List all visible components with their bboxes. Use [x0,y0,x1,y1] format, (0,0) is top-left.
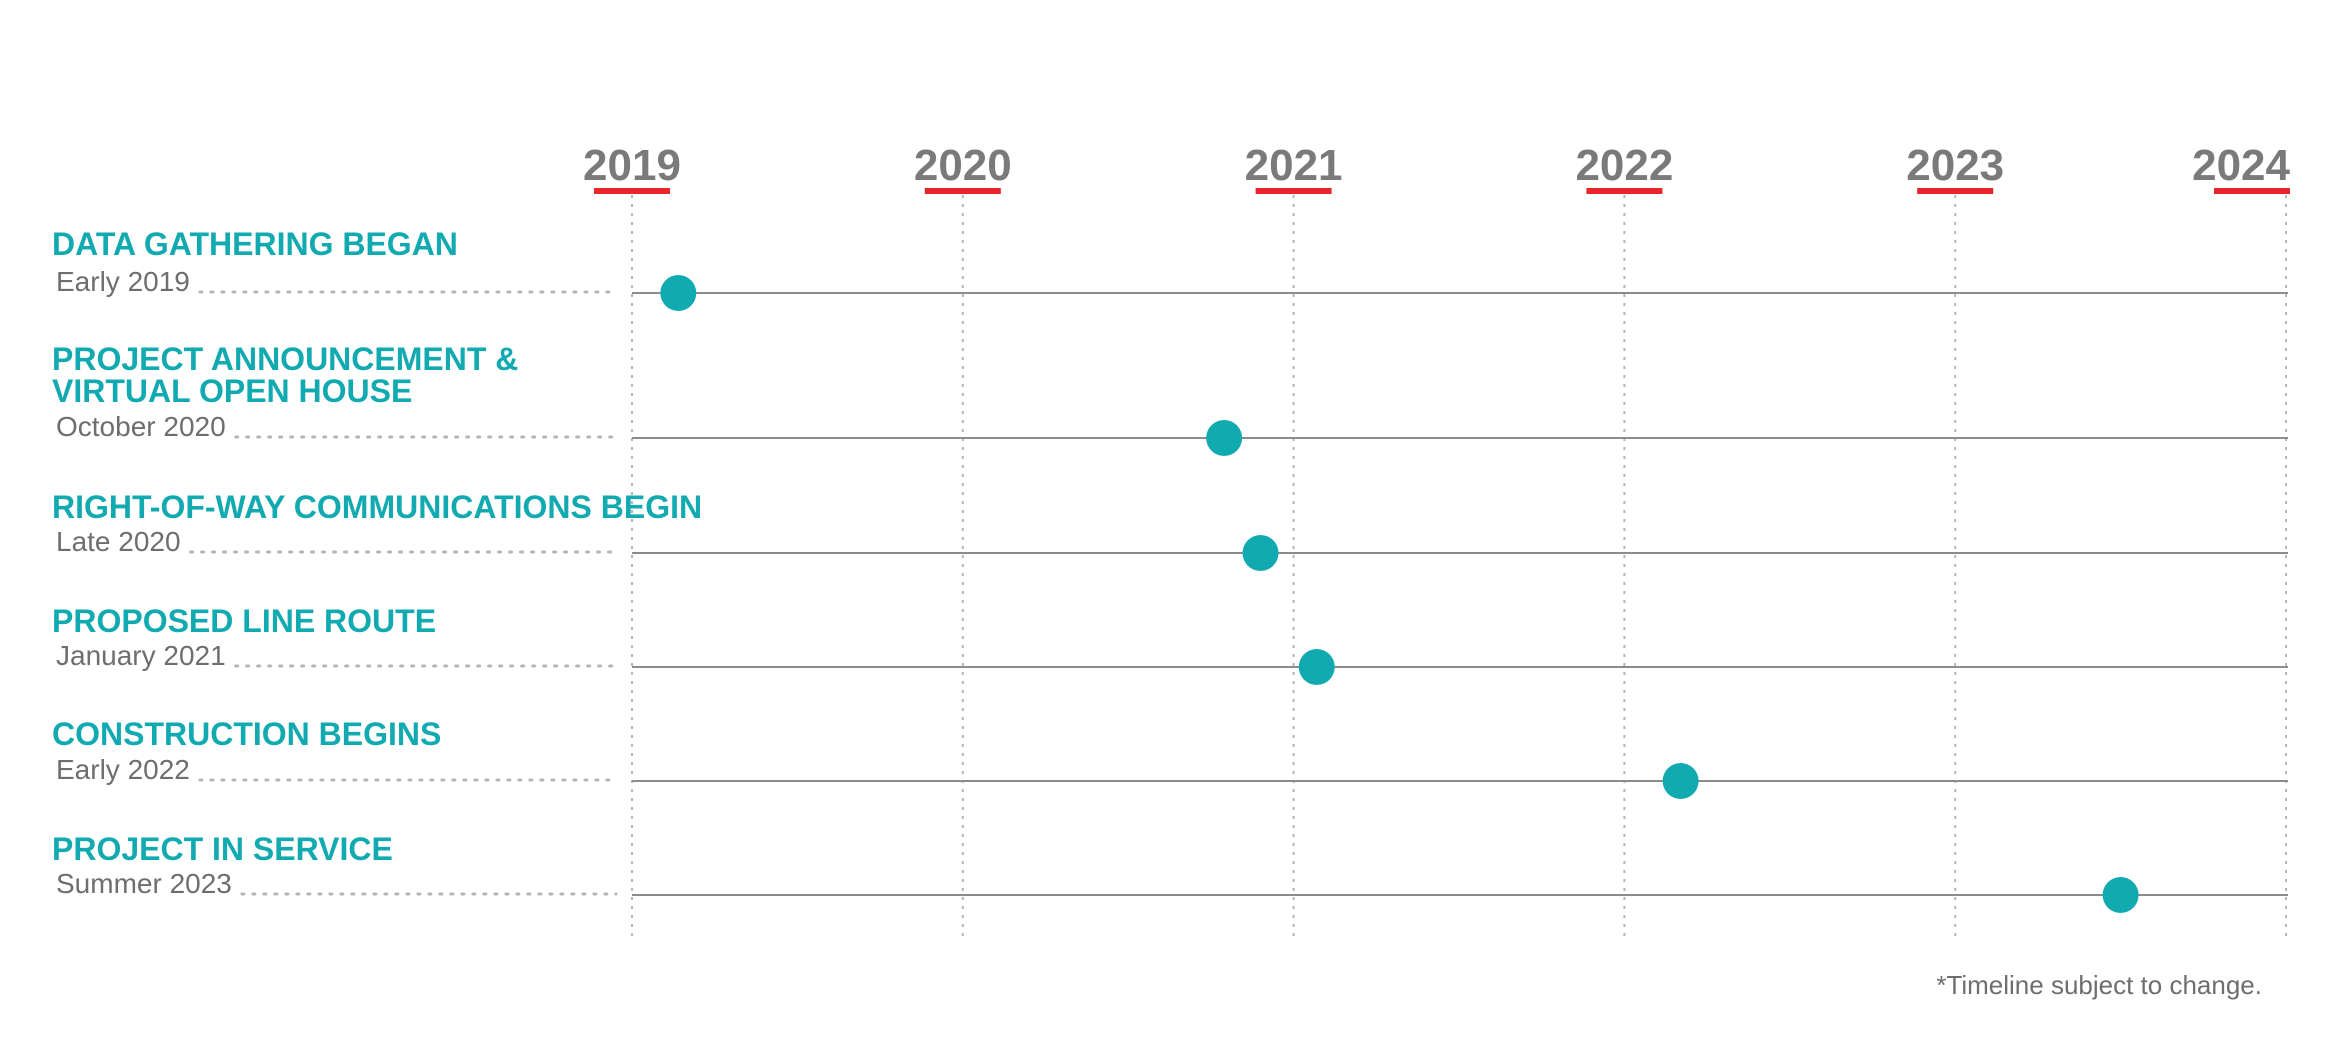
year-label-2021: 2021 [1245,141,1343,190]
event-marker [1298,649,1335,685]
footnote: *Timeline subject to change. [1936,970,2262,1000]
year-axis: 2019 2020 2021 2022 2023 2024 [583,141,2291,194]
year-gridlines [631,195,2287,938]
event-title: CONSTRUCTION BEGINS [52,716,441,752]
event-date: Early 2019 [56,266,190,297]
year-underline-2023 [1917,188,1994,194]
timeline-row: PROJECT ANNOUNCEMENT &VIRTUAL OPEN HOUSE… [52,341,2288,456]
event-date: Late 2020 [56,526,181,557]
event-title: DATA GATHERING BEGAN [52,226,458,262]
event-date: January 2021 [56,640,226,671]
event-marker [1662,763,1699,799]
event-title: RIGHT-OF-WAY COMMUNICATIONS BEGIN [52,489,702,525]
event-title: VIRTUAL OPEN HOUSE [52,373,412,409]
year-underline-2021 [1255,188,1332,194]
event-marker [1242,535,1279,571]
year-underline-2020 [924,188,1001,194]
year-label-2024: 2024 [2192,141,2290,190]
event-title: PROPOSED LINE ROUTE [52,603,436,639]
year-underline-2024 [2214,188,2290,194]
event-marker [2102,877,2139,913]
year-underline-2022 [1586,188,1663,194]
event-title: PROJECT ANNOUNCEMENT & [52,341,518,377]
event-title: PROJECT IN SERVICE [52,831,393,867]
timeline-rows: DATA GATHERING BEGAN Early 2019 PROJECT AN… [52,226,2288,913]
timeline-row: DATA GATHERING BEGAN Early 2019 [52,226,2288,311]
year-label-2022: 2022 [1575,141,1673,190]
year-underline-2019 [594,188,670,194]
event-date: Summer 2023 [56,868,232,899]
event-date: October 2020 [56,411,226,442]
event-marker [660,275,697,311]
event-marker [1206,420,1243,456]
event-date: Early 2022 [56,754,190,785]
year-label-2023: 2023 [1906,141,2004,190]
year-label-2019: 2019 [583,141,681,190]
year-label-2020: 2020 [914,141,1012,190]
